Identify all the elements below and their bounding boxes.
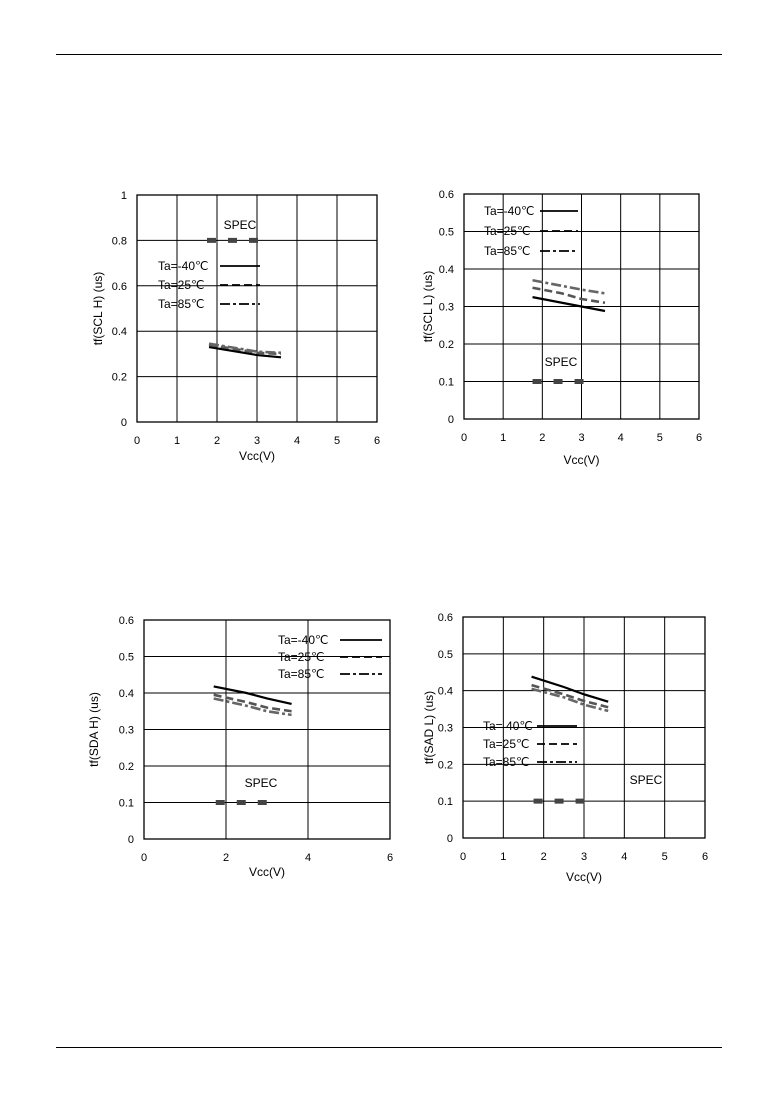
y-axis-label: tf(SCL L) (us) bbox=[421, 271, 435, 343]
series-line-solid bbox=[531, 675, 609, 703]
x-tick-label: 6 bbox=[387, 852, 393, 864]
y-tick-label: 0.6 bbox=[112, 281, 127, 293]
x-tick-label: 5 bbox=[657, 432, 663, 444]
y-axis-label: tf(SCL H) (us) bbox=[91, 272, 105, 346]
x-tick-label: 0 bbox=[141, 852, 147, 864]
y-tick-label: 0.8 bbox=[112, 235, 127, 247]
legend-label: Ta=-40℃ bbox=[484, 204, 535, 218]
legend-label: Ta=85℃ bbox=[484, 244, 531, 258]
legend-label: Ta=25℃ bbox=[484, 224, 531, 238]
y-tick-label: 0.5 bbox=[119, 652, 134, 664]
y-tick-label: 0.6 bbox=[119, 615, 134, 627]
x-tick-label: 4 bbox=[618, 432, 624, 444]
y-tick-label: 0.1 bbox=[439, 377, 454, 389]
series-line-solid bbox=[532, 296, 606, 313]
header-rule bbox=[56, 54, 722, 55]
spec-label: SPEC bbox=[545, 355, 578, 369]
series-line-dashed bbox=[213, 693, 292, 713]
y-tick-label: 0.3 bbox=[439, 302, 454, 314]
spec-label: SPEC bbox=[630, 773, 663, 787]
legend-label: Ta=25℃ bbox=[278, 650, 325, 664]
x-tick-label: 6 bbox=[702, 851, 708, 863]
y-tick-label: 0.6 bbox=[439, 189, 454, 201]
footer-rule bbox=[56, 1047, 722, 1048]
x-tick-label: 1 bbox=[500, 432, 506, 444]
chart-panel-1: 0 1 2 3 4 5 6 0 0.2 0.4 0.6 0.8 1 SPEC Ta=-40℃ Ta=25℃ Ta… bbox=[91, 190, 380, 463]
y-axis-label: tf(SDA H) (us) bbox=[87, 692, 101, 767]
x-tick-label: 4 bbox=[305, 852, 311, 864]
series-line-dashdot bbox=[213, 697, 292, 717]
x-tick-label: 5 bbox=[334, 435, 340, 447]
x-tick-label: 5 bbox=[662, 851, 668, 863]
series-line-dashdot bbox=[208, 342, 282, 355]
x-axis-label: Vcc(V) bbox=[566, 870, 602, 884]
x-tick-label: 2 bbox=[541, 851, 547, 863]
series-line-dashed bbox=[532, 286, 606, 305]
spec-label: SPEC bbox=[245, 776, 278, 790]
chart-panel-3: 0 2 4 6 0 0.1 0.2 0.3 0.4 0.5 0.6 SPEC Ta=-40℃ Ta=25℃… bbox=[87, 615, 393, 879]
legend-label: Ta=25℃ bbox=[158, 278, 205, 292]
y-tick-label: 0 bbox=[447, 833, 453, 845]
y-tick-label: 0.5 bbox=[438, 649, 453, 661]
legend-label: Ta=85℃ bbox=[158, 297, 205, 311]
series-line-dashed bbox=[531, 683, 609, 709]
x-tick-label: 0 bbox=[134, 435, 140, 447]
plot-frame bbox=[463, 193, 700, 420]
x-tick-label: 4 bbox=[621, 851, 627, 863]
y-tick-label: 1 bbox=[121, 190, 127, 202]
legend-label: Ta=85℃ bbox=[278, 667, 325, 681]
x-tick-label: 6 bbox=[696, 432, 702, 444]
chart-panel-4: 0 1 2 3 4 5 6 0 0.1 0.2 0.3 0.4 0.5 0.6 SPEC Ta= 40℃ Ta=… bbox=[422, 612, 708, 884]
spec-label: SPEC bbox=[224, 218, 257, 232]
y-axis-label: tf(SAD L) (us) bbox=[422, 691, 436, 764]
x-tick-label: 2 bbox=[539, 432, 545, 444]
legend-label: Ta=-40℃ bbox=[278, 633, 329, 647]
x-tick-label: 1 bbox=[174, 435, 180, 447]
x-tick-label: 2 bbox=[223, 852, 229, 864]
y-tick-label: 0.6 bbox=[438, 612, 453, 624]
legend-label: Ta=25℃ bbox=[483, 737, 530, 751]
chart-panel-2: 0 1 2 3 4 5 6 0 0.1 0.2 0.3 0.4 0.5 0.6 SPEC Ta=-40℃ Ta=… bbox=[421, 189, 702, 467]
legend-label: Ta=85℃ bbox=[483, 755, 530, 769]
x-tick-label: 2 bbox=[214, 435, 220, 447]
y-tick-label: 0.2 bbox=[112, 372, 127, 384]
y-tick-label: 0.4 bbox=[439, 264, 454, 276]
y-tick-label: 0 bbox=[448, 414, 454, 426]
x-tick-label: 0 bbox=[460, 851, 466, 863]
y-tick-label: 0.1 bbox=[119, 798, 134, 810]
x-tick-label: 0 bbox=[461, 432, 467, 444]
y-tick-label: 0 bbox=[128, 834, 134, 846]
y-tick-label: 0.2 bbox=[119, 761, 134, 773]
y-tick-label: 0.2 bbox=[438, 759, 453, 771]
x-tick-label: 3 bbox=[578, 432, 584, 444]
legend-label: Ta=-40℃ bbox=[158, 259, 209, 273]
plot-frame bbox=[136, 194, 378, 423]
x-tick-label: 4 bbox=[294, 435, 300, 447]
y-tick-label: 0.3 bbox=[119, 725, 134, 737]
y-tick-label: 0.4 bbox=[112, 326, 127, 338]
series-line-solid bbox=[213, 685, 292, 706]
plot-frame bbox=[143, 619, 391, 840]
series-line-solid bbox=[208, 346, 282, 359]
x-tick-label: 6 bbox=[374, 435, 380, 447]
x-axis-label: Vcc(V) bbox=[564, 453, 600, 467]
x-tick-label: 3 bbox=[254, 435, 260, 447]
y-tick-label: 0.4 bbox=[438, 686, 453, 698]
series-line-dashdot bbox=[531, 687, 609, 713]
y-tick-label: 0.5 bbox=[439, 227, 454, 239]
x-tick-label: 3 bbox=[581, 851, 587, 863]
y-tick-label: 0.1 bbox=[438, 796, 453, 808]
x-axis-label: Vcc(V) bbox=[249, 865, 285, 879]
y-tick-label: 0.3 bbox=[438, 723, 453, 735]
x-axis-label: Vcc(V) bbox=[239, 449, 275, 463]
y-tick-label: 0 bbox=[121, 417, 127, 429]
x-tick-label: 1 bbox=[500, 851, 506, 863]
plot-frame bbox=[462, 616, 706, 839]
y-tick-label: 0.4 bbox=[119, 688, 134, 700]
series-line-dashdot bbox=[532, 278, 606, 295]
y-tick-label: 0.2 bbox=[439, 339, 454, 351]
legend-label: Ta= 40℃ bbox=[483, 719, 533, 733]
